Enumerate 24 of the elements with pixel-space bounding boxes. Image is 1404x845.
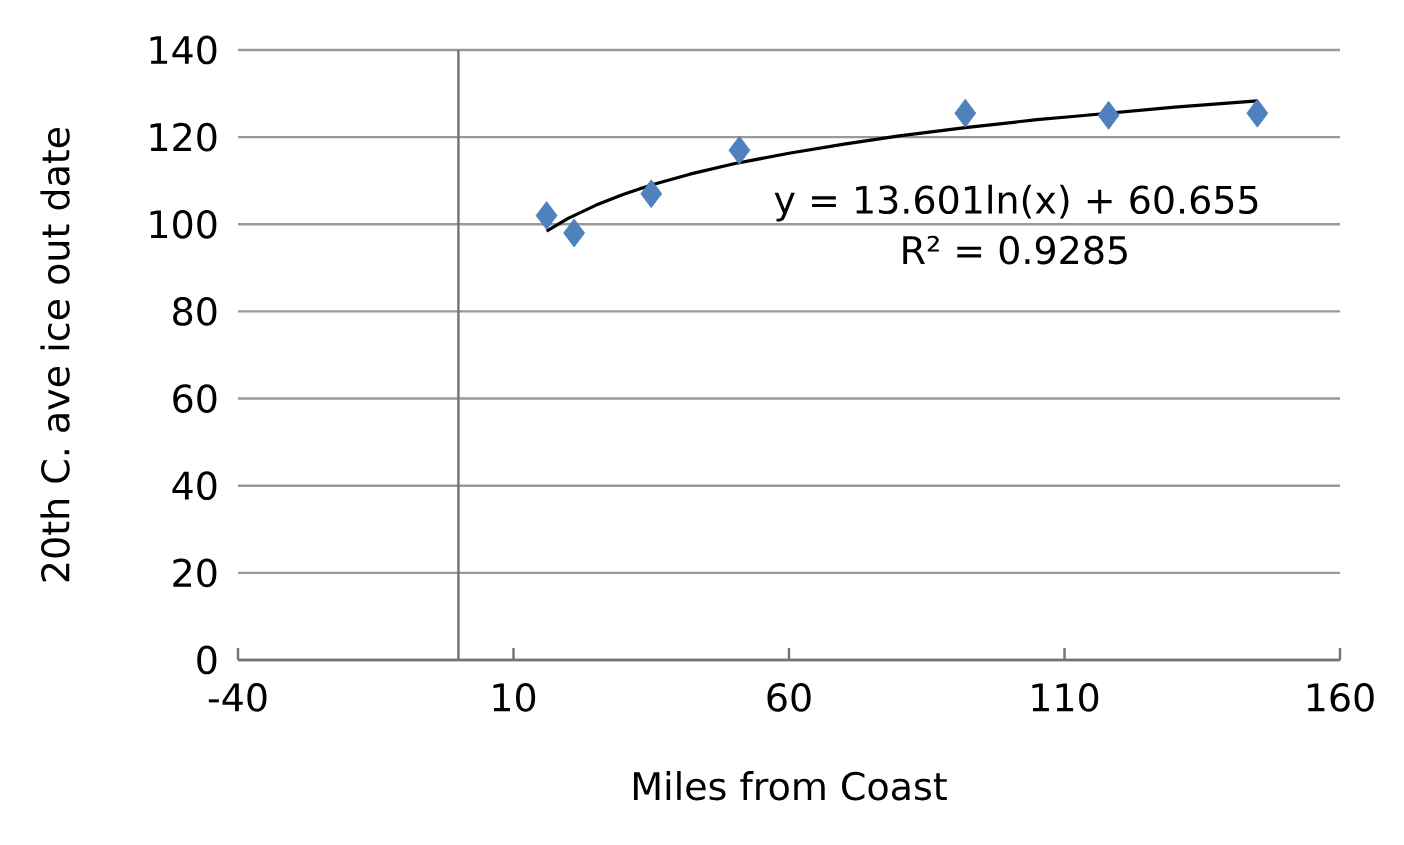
point bbox=[640, 179, 663, 209]
y-tick-label: 20 bbox=[173, 558, 217, 588]
y-tick-label: 100 bbox=[150, 209, 217, 239]
y-tick-label: 80 bbox=[173, 297, 217, 326]
point bbox=[1097, 100, 1120, 130]
y-tick-label: 60 bbox=[173, 384, 217, 413]
x-tick-label: 60 bbox=[767, 683, 811, 712]
point bbox=[954, 98, 977, 128]
y-tick-label: 40 bbox=[172, 471, 217, 501]
annotation: R² = 0.9285 bbox=[903, 235, 1127, 265]
x-tick-label: 160 bbox=[1307, 683, 1374, 712]
point bbox=[1246, 98, 1269, 128]
annotation: y = 13.601ln(x) + 60.655 bbox=[774, 184, 1258, 222]
x-tick-label: -40 bbox=[208, 683, 267, 712]
y-tick-label: 120 bbox=[150, 122, 217, 152]
point bbox=[535, 201, 558, 230]
x-axis-title: Miles from Coast bbox=[634, 771, 947, 801]
x-tick-label: 110 bbox=[1032, 683, 1099, 712]
y-tick-label: 140 bbox=[150, 35, 217, 65]
point bbox=[563, 218, 586, 248]
y-tick-label: 0 bbox=[197, 645, 217, 675]
y-axis-title: 20th C. ave ice out date bbox=[40, 127, 70, 582]
x-tick-label: 10 bbox=[493, 683, 536, 712]
point bbox=[728, 135, 751, 165]
